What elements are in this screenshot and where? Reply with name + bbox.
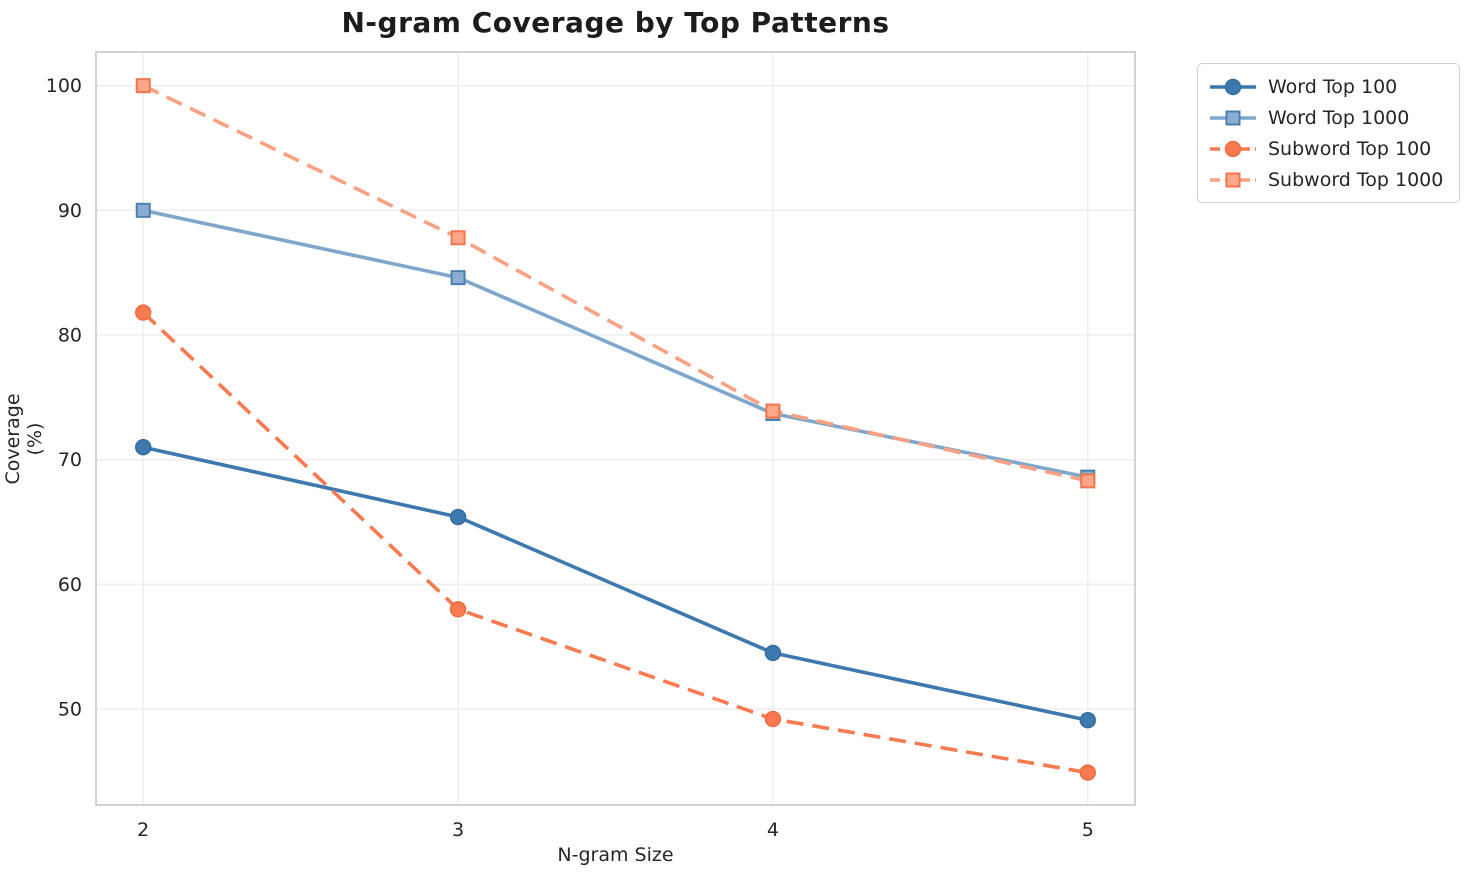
y-tick-label: 70 [58,449,82,471]
legend-marker-square-icon [1225,172,1241,187]
y-tick-label: 60 [58,574,82,596]
legend-item-subword-top-1000: Subword Top 1000 [1209,166,1443,193]
y-tick-label: 100 [46,75,82,97]
x-tick-label: 3 [452,819,464,841]
data-point [1079,764,1096,781]
series-line-subword-top-1000 [142,84,1089,483]
legend-marker-square-icon [1225,110,1241,125]
legend-line-sample [1210,78,1256,95]
y-axis-label: Coverage (%) [2,393,46,485]
x-tick-label: 5 [1082,819,1094,841]
chart-title: N-gram Coverage by Top Patterns [341,6,890,39]
legend-item-word-top-1000: Word Top 1000 [1209,104,1443,131]
data-point [135,78,151,94]
data-point [450,230,466,246]
legend-label: Word Top 100 [1268,75,1398,98]
legend-label: Word Top 1000 [1268,106,1410,129]
y-tick-label: 50 [58,699,82,721]
legend-label: Subword Top 100 [1268,137,1432,160]
axes-spines [95,51,1136,806]
legend-label: Subword Top 1000 [1268,168,1444,191]
data-point [764,644,782,662]
data-point [135,304,152,321]
series-line-word-top-100 [142,445,1089,722]
legend-line-sample [1210,140,1256,157]
series-line-subword-top-100 [141,311,1089,775]
data-point [135,202,151,218]
y-tick-label: 90 [58,200,82,222]
x-axis-label: N-gram Size [557,844,674,866]
data-point [135,439,152,456]
legend-marker-circle-icon [1224,78,1242,95]
legend-line-sample [1210,110,1256,125]
data-point [449,508,467,526]
y-tick-label: 80 [58,324,82,346]
x-tick-label: 2 [137,819,149,841]
data-point [449,601,467,618]
data-point [1080,473,1096,489]
data-point [764,710,782,728]
data-point [765,403,781,419]
data-point [1079,712,1096,729]
legend-line-sample [1210,172,1256,187]
series-line-word-top-1000 [142,208,1089,479]
legend-item-word-top-100: Word Top 100 [1209,73,1443,100]
legend-marker-circle-icon [1224,140,1242,157]
legend-item-subword-top-100: Subword Top 100 [1209,135,1443,162]
x-tick-label: 4 [767,819,779,841]
data-point [450,270,466,286]
legend: Word Top 100 Word Top 1000 Subword Top 100… [1197,63,1461,203]
